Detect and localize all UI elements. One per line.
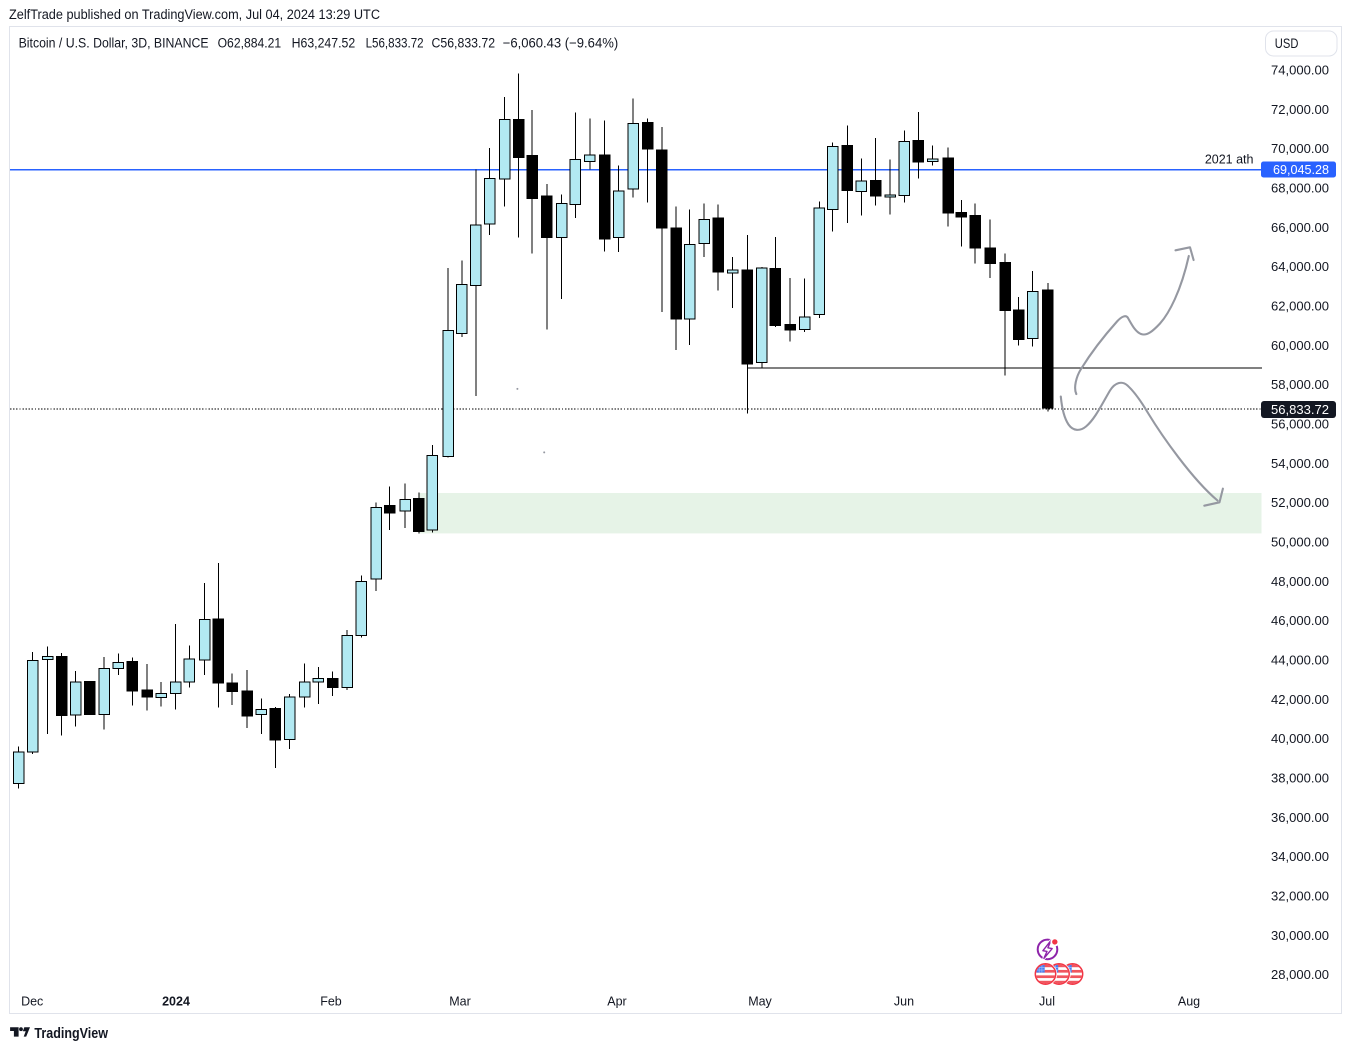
svg-text:ZelfTrade published on Trading: ZelfTrade published on TradingView.com, … — [9, 7, 380, 22]
svg-text:Jul: Jul — [1039, 995, 1055, 1009]
svg-text:34,000.00: 34,000.00 — [1271, 850, 1329, 864]
svg-text:72,000.00: 72,000.00 — [1271, 103, 1329, 117]
svg-text:70,000.00: 70,000.00 — [1271, 142, 1329, 156]
svg-text:Mar: Mar — [449, 995, 471, 1009]
svg-text:44,000.00: 44,000.00 — [1271, 653, 1329, 667]
svg-text:TradingView: TradingView — [34, 1026, 108, 1042]
svg-text:2024: 2024 — [162, 995, 190, 1009]
svg-text:USD: USD — [1275, 36, 1299, 51]
svg-text:Jun: Jun — [894, 995, 914, 1009]
svg-text:74,000.00: 74,000.00 — [1271, 64, 1329, 78]
svg-text:52,000.00: 52,000.00 — [1271, 496, 1329, 510]
svg-text:42,000.00: 42,000.00 — [1271, 693, 1329, 707]
svg-text:58,000.00: 58,000.00 — [1271, 378, 1329, 392]
svg-text:−6,060.43 (−9.64%): −6,060.43 (−9.64%) — [503, 36, 619, 51]
svg-text:66,000.00: 66,000.00 — [1271, 221, 1329, 235]
svg-text:69,045.28: 69,045.28 — [1273, 163, 1329, 177]
svg-text:L56,833.72: L56,833.72 — [366, 36, 424, 51]
svg-text:64,000.00: 64,000.00 — [1271, 260, 1329, 274]
svg-text:28,000.00: 28,000.00 — [1271, 968, 1329, 982]
svg-text:56,833.72: 56,833.72 — [1271, 403, 1329, 417]
svg-text:Aug: Aug — [1178, 995, 1200, 1009]
svg-text:H63,247.52: H63,247.52 — [292, 36, 356, 51]
svg-text:Feb: Feb — [320, 995, 342, 1009]
svg-text:68,000.00: 68,000.00 — [1271, 182, 1329, 196]
svg-text:38,000.00: 38,000.00 — [1271, 771, 1329, 785]
svg-text:O62,884.21: O62,884.21 — [218, 36, 282, 51]
svg-text:40,000.00: 40,000.00 — [1271, 732, 1329, 746]
svg-text:60,000.00: 60,000.00 — [1271, 339, 1329, 353]
svg-text:Bitcoin / U.S. Dollar, 3D, BIN: Bitcoin / U.S. Dollar, 3D, BINANCE — [19, 36, 209, 51]
svg-text:2021 ath: 2021 ath — [1205, 153, 1254, 167]
svg-text:May: May — [748, 995, 772, 1009]
svg-text:36,000.00: 36,000.00 — [1271, 811, 1329, 825]
svg-text:32,000.00: 32,000.00 — [1271, 889, 1329, 903]
svg-text:62,000.00: 62,000.00 — [1271, 300, 1329, 314]
svg-text:C56,833.72: C56,833.72 — [432, 36, 496, 51]
svg-text:Apr: Apr — [607, 995, 626, 1009]
svg-text:50,000.00: 50,000.00 — [1271, 536, 1329, 550]
svg-text:Dec: Dec — [21, 995, 43, 1009]
svg-text:56,000.00: 56,000.00 — [1271, 418, 1329, 432]
svg-text:54,000.00: 54,000.00 — [1271, 457, 1329, 471]
svg-text:46,000.00: 46,000.00 — [1271, 614, 1329, 628]
svg-text:48,000.00: 48,000.00 — [1271, 575, 1329, 589]
svg-text:30,000.00: 30,000.00 — [1271, 929, 1329, 943]
